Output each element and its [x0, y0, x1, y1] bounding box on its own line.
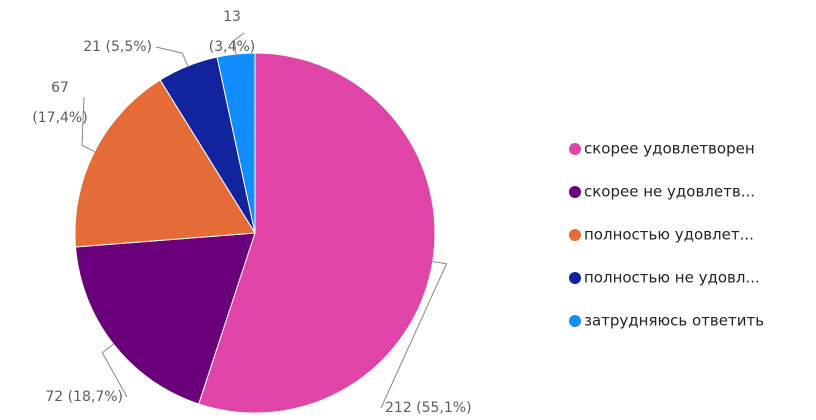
data-label: 67 (17,4%)	[32, 80, 87, 126]
legend-marker	[569, 229, 581, 241]
legend-label: полностью удовлет...	[584, 226, 754, 244]
leader-line	[233, 32, 245, 55]
legend-marker	[569, 272, 581, 284]
data-label: 13 (3,4%)	[209, 9, 256, 55]
data-label: 21 (5,5%)	[83, 39, 152, 55]
label-line: 67	[51, 80, 69, 96]
legend-marker	[569, 186, 581, 198]
pie-slice	[198, 52, 436, 414]
legend-label: затрудняюсь ответить	[584, 312, 764, 330]
legend-label: скорее не удовлетв...	[584, 183, 755, 201]
pie-slice	[75, 232, 256, 405]
data-label: 212 (55,1%)	[385, 400, 472, 416]
data-label: 72 (18,7%)	[45, 389, 123, 405]
leader-line	[155, 46, 189, 67]
legend-label: полностью не удовл...	[584, 269, 760, 287]
legend-marker	[569, 315, 581, 327]
label-line: (3,4%)	[209, 39, 256, 55]
leader-line	[81, 96, 95, 153]
leader-line	[101, 343, 128, 398]
legend-marker	[569, 143, 581, 155]
pie-slice	[74, 79, 256, 248]
legend-label: скорее удовлетворен	[584, 140, 755, 158]
label-line: (17,4%)	[32, 110, 87, 126]
label-line: 13	[223, 9, 241, 25]
leader-line	[380, 261, 448, 409]
